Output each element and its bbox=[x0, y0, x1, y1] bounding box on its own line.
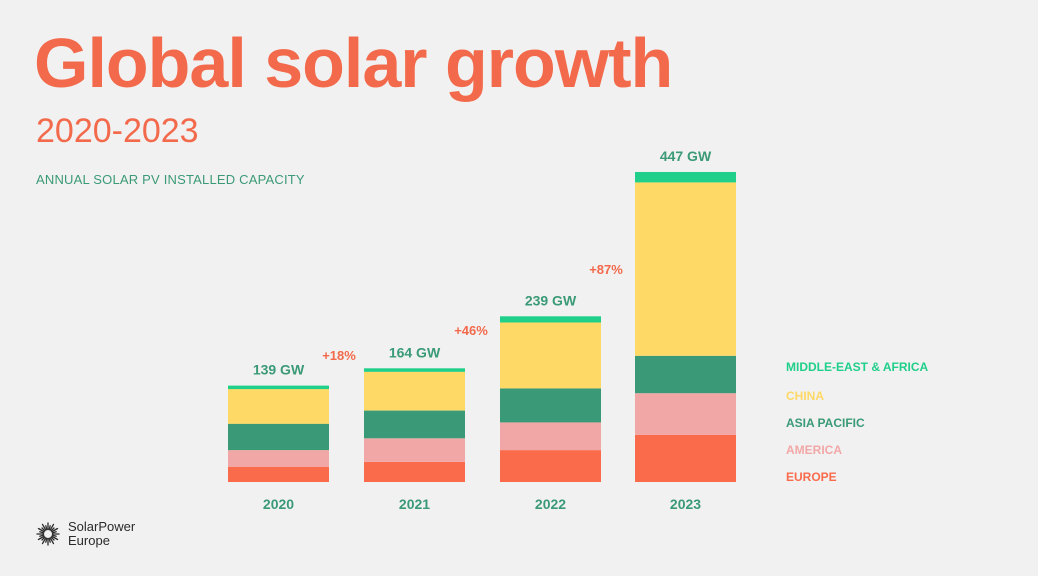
sunburst-ray bbox=[39, 534, 45, 537]
sunburst-ray bbox=[39, 531, 45, 534]
bar-segment bbox=[500, 322, 601, 389]
bar-segment bbox=[635, 355, 736, 394]
sunburst-icon bbox=[36, 522, 60, 546]
bar-segment bbox=[228, 450, 329, 467]
legend-item: CHINA bbox=[786, 389, 824, 403]
sunburst-ray bbox=[51, 527, 59, 533]
bar-segment bbox=[228, 423, 329, 451]
x-tick-label: 2022 bbox=[535, 496, 566, 512]
total-label: 239 GW bbox=[525, 292, 577, 308]
bar-segment bbox=[500, 422, 601, 451]
bar-segment bbox=[228, 385, 329, 390]
total-label: 447 GW bbox=[660, 148, 712, 164]
legend-item: AMERICA bbox=[786, 443, 842, 457]
solarpower-europe-logo: SolarPower Europe bbox=[36, 519, 135, 549]
legend-item: MIDDLE-EAST & AFRICA bbox=[786, 360, 929, 374]
bar-segment bbox=[500, 316, 601, 323]
bar-segment bbox=[635, 393, 736, 435]
bar-segment bbox=[500, 388, 601, 423]
growth-label: +18% bbox=[322, 348, 356, 363]
bar-segment bbox=[635, 172, 736, 183]
bar-segment bbox=[635, 182, 736, 356]
bar-segment bbox=[364, 410, 465, 439]
bar-segment bbox=[364, 368, 465, 372]
x-tick-label: 2023 bbox=[670, 496, 701, 512]
chart-caption: ANNUAL SOLAR PV INSTALLED CAPACITY bbox=[36, 172, 305, 187]
logo-text-line2: Europe bbox=[68, 533, 110, 548]
sunburst-ray bbox=[41, 536, 46, 541]
sunburst-ray bbox=[41, 537, 47, 545]
sunburst-ray bbox=[41, 527, 46, 532]
bar-segment bbox=[228, 466, 329, 482]
sunburst-ray bbox=[45, 537, 48, 543]
page-title: Global solar growth bbox=[34, 24, 673, 102]
sunburst-ray bbox=[37, 535, 45, 541]
sunburst-ray bbox=[49, 523, 55, 531]
growth-label: +46% bbox=[454, 323, 488, 338]
sunburst-ray bbox=[37, 527, 45, 533]
sunburst-ray bbox=[48, 525, 51, 531]
total-label: 139 GW bbox=[253, 362, 305, 378]
bar-segment bbox=[364, 371, 465, 411]
sunburst-ray bbox=[49, 537, 55, 545]
sunburst-ray bbox=[50, 536, 55, 541]
page-subtitle: 2020-2023 bbox=[36, 112, 199, 150]
legend-item: ASIA PACIFIC bbox=[786, 416, 865, 430]
bar-segment bbox=[635, 434, 736, 482]
sunburst-ray bbox=[48, 537, 51, 543]
x-tick-label: 2021 bbox=[399, 496, 430, 512]
sunburst-ray bbox=[51, 531, 57, 534]
growth-label: +87% bbox=[589, 262, 623, 277]
bar-segment bbox=[364, 438, 465, 462]
bar-segment bbox=[228, 389, 329, 424]
total-label: 164 GW bbox=[389, 344, 441, 360]
sunburst-ray bbox=[51, 534, 57, 537]
x-tick-label: 2020 bbox=[263, 496, 294, 512]
sunburst-ray bbox=[45, 525, 48, 531]
sunburst-ray bbox=[51, 535, 59, 541]
bar-segment bbox=[500, 450, 601, 482]
sunburst-ray bbox=[41, 523, 47, 531]
bar-segment bbox=[364, 461, 465, 482]
sunburst-ray bbox=[50, 527, 55, 532]
legend-item: EUROPE bbox=[786, 470, 837, 484]
logo-text-line1: SolarPower bbox=[68, 518, 136, 534]
